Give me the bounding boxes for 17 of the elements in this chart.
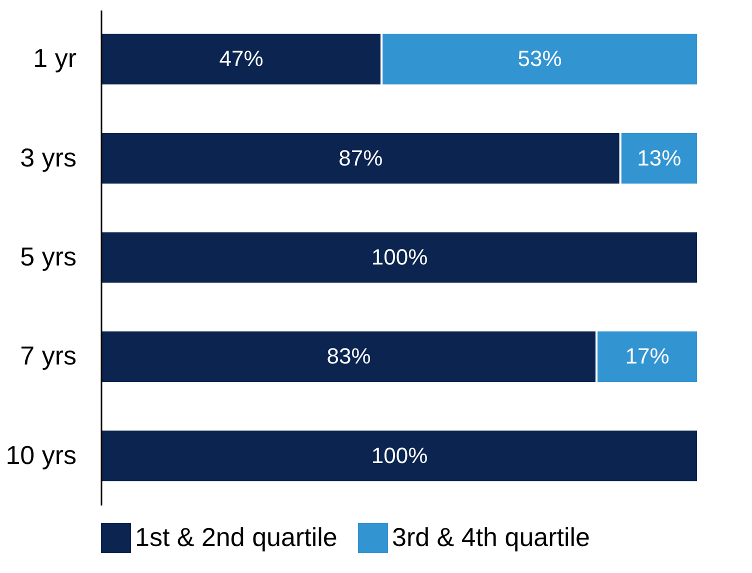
bar <box>100 230 699 285</box>
data-label: 53% <box>518 46 562 72</box>
y-tick-label: 1 yr <box>33 43 77 74</box>
legend-label: 3rd & 4th quartile <box>392 522 590 552</box>
y-tick-label: 10 yrs <box>6 440 76 470</box>
data-label: 13% <box>637 145 682 170</box>
bar <box>100 428 699 484</box>
data-label: 47% <box>219 46 264 72</box>
legend-label: 1st & 2nd quartile <box>135 522 338 552</box>
data-label: 100% <box>371 244 428 270</box>
y-tick-label: 5 yrs <box>20 242 76 272</box>
data-label: 83% <box>326 344 371 369</box>
data-label: 87% <box>338 145 383 170</box>
y-tick-label: 3 yrs <box>20 142 76 172</box>
data-label: 100% <box>371 442 428 468</box>
y-tick-label: 7 yrs <box>20 340 76 371</box>
data-label: 17% <box>625 344 670 369</box>
